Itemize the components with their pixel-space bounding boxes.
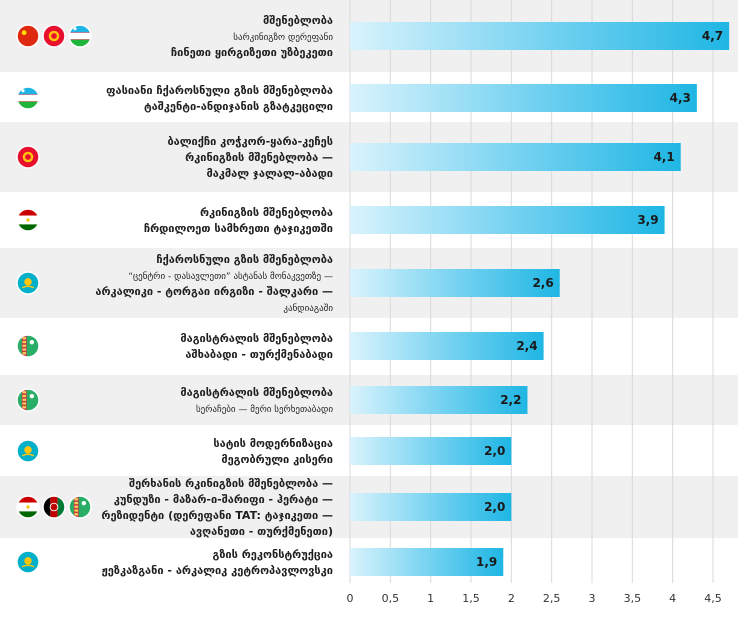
tajikistan-flag-icon xyxy=(16,495,40,519)
x-tick-label: 2,5 xyxy=(543,592,561,605)
category-label-line: კანდიაგაში xyxy=(283,303,333,314)
category-label-line: მშენებლობა xyxy=(263,14,333,27)
x-tick-label: 0,5 xyxy=(382,592,400,605)
x-tick-label: 2 xyxy=(508,592,515,605)
category-label-line: ჩქაროსნული გზის მშენებლობა xyxy=(156,253,333,266)
bar xyxy=(350,386,528,414)
category-label-line: ავღანეთი - თურქმენეთი) xyxy=(190,525,333,538)
kazakhstan-flag-icon xyxy=(16,439,40,463)
bar-value-label: 1,9 xyxy=(476,555,497,569)
category-label-line: შერხანის რკინიგზის მშენებლობა — xyxy=(129,477,333,490)
category-label-line: რეზიდენტი (დერეფანი TAT: ტაჯიკეთი — xyxy=(101,509,333,522)
category-label-line: სერაჩები — მერი სერხეთაბადი xyxy=(196,404,333,415)
bar xyxy=(350,332,544,360)
bar xyxy=(350,437,512,465)
category-label-line: არკალიკი - ტორგაი ირგიზი - შალკარი — xyxy=(95,285,333,298)
category-label-line: “ცენტრი - დასავლეთი” ასტანას მონაკვეთზე … xyxy=(128,271,333,282)
bar-value-label: 4,1 xyxy=(653,150,674,164)
x-tick-label: 1,5 xyxy=(462,592,480,605)
bar-value-label: 2,4 xyxy=(516,339,537,353)
category-label-line: აშხაბადი - თურქმენაბადი xyxy=(185,348,333,361)
kazakhstan-flag-icon xyxy=(16,271,40,295)
x-tick-label: 0 xyxy=(347,592,354,605)
turkmenistan-flag-icon xyxy=(16,334,40,358)
tajikistan-flag-icon xyxy=(16,208,40,232)
category-label-line: ტაშკენტი-ანდიჯანის გზატკეცილი xyxy=(144,100,333,113)
turkmenistan-flag-icon xyxy=(16,388,40,412)
bar-value-label: 2,2 xyxy=(500,393,521,407)
bar xyxy=(350,22,730,50)
afghanistan-flag-icon xyxy=(42,495,66,519)
bar-value-label: 4,7 xyxy=(702,29,723,43)
x-tick-label: 3,5 xyxy=(624,592,642,605)
turkmenistan-flag-icon xyxy=(68,495,92,519)
bar xyxy=(350,84,697,112)
uzbekistan-flag-icon xyxy=(68,24,92,48)
bar xyxy=(350,143,681,171)
kazakhstan-flag-icon xyxy=(16,550,40,574)
category-label-line: ბალიქჩი კოჭკორ-ყარა-კეჩეს xyxy=(167,135,333,148)
category-label-line: ფასიანი ჩქაროსნული გზის მშენებლობა xyxy=(106,84,333,97)
china-flag-icon xyxy=(16,24,40,48)
bar-value-label: 4,3 xyxy=(670,91,691,105)
x-tick-label: 1 xyxy=(427,592,434,605)
category-label-line: სატის მოდერნიზაცია xyxy=(213,437,333,450)
category-label-line: გზის რეკონსტრუქცია xyxy=(213,548,333,561)
category-label-line: მაგისტრალის მშენებლობა xyxy=(180,386,333,399)
x-tick-label: 3 xyxy=(589,592,596,605)
x-tick-label: 4 xyxy=(669,592,676,605)
category-label-line: მაკმალ ჯალალ-აბადი xyxy=(206,167,333,180)
category-label-line: მეგობრული კისერი xyxy=(221,453,333,466)
category-label-line: სარკინიგზო დერეფანი xyxy=(233,32,333,43)
bar-value-label: 2,0 xyxy=(484,444,505,458)
category-label-line: ჟეზკაზგანი - არკალიკ კეტროპავლოვსკი xyxy=(102,564,333,577)
kyrgyzstan-flag-icon xyxy=(42,24,66,48)
bar xyxy=(350,206,665,234)
bar-value-label: 2,6 xyxy=(532,276,553,290)
category-label-line: მაგისტრალის მშენებლობა xyxy=(180,332,333,345)
category-label-line: ჩინეთი ყირგიზეთი უზბეკეთი xyxy=(171,46,333,59)
category-label-line: ჩრდილოეთ სამხრეთი ტაჯიკეთში xyxy=(144,222,333,235)
uzbekistan-flag-icon xyxy=(16,86,40,110)
category-label-line: რკინიგზის მშენებლობა xyxy=(200,206,333,219)
bar-value-label: 3,9 xyxy=(637,213,658,227)
kyrgyzstan-flag-icon xyxy=(16,145,40,169)
bar xyxy=(350,269,560,297)
category-label-line: რკინიგზის მშენებლობა — xyxy=(185,151,333,164)
x-tick-label: 4,5 xyxy=(704,592,722,605)
category-label-line: კუნდუზი - მაზარ-ი-შარიფი - ჰერატი — xyxy=(114,493,333,506)
bar xyxy=(350,548,504,576)
bar xyxy=(350,493,512,521)
bar-value-label: 2,0 xyxy=(484,500,505,514)
